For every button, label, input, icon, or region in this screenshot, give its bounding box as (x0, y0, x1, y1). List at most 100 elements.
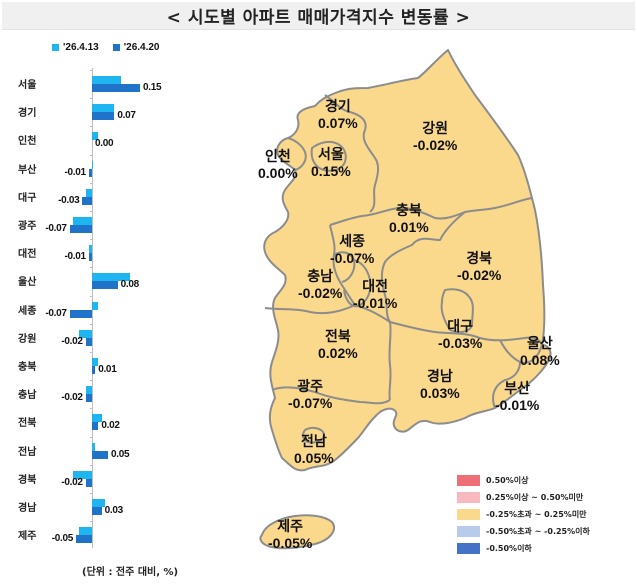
chart-row: 충북 0.01 (0, 354, 240, 382)
page-title: < 시도별 아파트 매매가격지수 변동률 > (2, 2, 635, 30)
region-label-jeonnam: 전남 0.05% (294, 433, 334, 466)
data-label: -0.01 (64, 166, 87, 178)
bar-curr (92, 112, 115, 121)
category-label: 경기 (18, 108, 37, 120)
data-label: -0.07 (45, 223, 67, 234)
bar-prev (92, 76, 121, 84)
data-label: -0.02 (61, 335, 83, 347)
legend-label-curr: '26.4.20 (123, 42, 160, 53)
bar-curr (88, 253, 92, 262)
bar-prev (92, 132, 99, 141)
region-label-gyeonggi: 경기 0.07% (318, 98, 358, 131)
region-label-ulsan: 울산 0.08% (520, 335, 560, 368)
region-label-jeonbuk: 전북 0.02% (318, 328, 358, 361)
category-label: 전남 (18, 446, 37, 458)
category-label: 전북 (18, 418, 37, 430)
chart-row: 전남 0.05 (0, 439, 240, 467)
chart-row: 광주 -0.07 (0, 213, 240, 241)
region-label-seoul: 서울 0.15% (311, 146, 351, 179)
bar-curr (92, 507, 102, 515)
chart-row: 강원 -0.02 (0, 326, 240, 354)
bar-prev (92, 104, 115, 113)
data-label: -0.05 (51, 533, 74, 545)
bar-prev (92, 160, 93, 169)
bar-prev (92, 442, 96, 451)
map-legend: 0.50%이상 0.25%이상 ~ 0.50%미만 -0.25%초과 ~ 0.2… (457, 472, 590, 557)
bar-curr (69, 309, 92, 318)
chart-row: 세종 -0.07 (0, 298, 240, 326)
bar-prev (92, 358, 99, 366)
data-label: -0.02 (61, 392, 83, 404)
legend-swatch-curr (112, 44, 120, 51)
legend-label-prev: '26.4.13 (63, 42, 99, 53)
region-label-gwangju: 광주 -0.07% (288, 378, 333, 411)
map-legend-item: 0.50%이상 (457, 472, 590, 489)
legend-item-prev: '26.4.13 (52, 42, 99, 53)
bar-curr (85, 394, 92, 403)
bar-prev (85, 188, 92, 197)
region-label-chungbuk: 충북 0.01% (389, 202, 429, 235)
map-legend-swatch (457, 509, 480, 520)
chart-row: 전북 0.02 (0, 410, 240, 438)
region-label-incheon: 인천 0.00% (258, 148, 298, 181)
chart-row: 경북 -0.02 (0, 467, 240, 495)
category-label: 대구 (18, 192, 37, 204)
axis-tick (90, 126, 93, 128)
category-label: 충북 (18, 362, 37, 373)
bar-curr (92, 281, 118, 290)
bar-curr (76, 535, 92, 544)
axis-tick (90, 352, 93, 353)
map-legend-swatch (457, 492, 480, 503)
bar-curr (92, 450, 108, 459)
axis-tick (90, 98, 93, 100)
category-label: 서울 (18, 80, 37, 91)
bar-prev (85, 386, 92, 395)
map-legend-swatch (457, 475, 480, 486)
bar-chart: 서울 0.15 경기 0.07 인천 0.00 부산 -0.01 대구 -0.03 광주 -0.07 대… (0, 60, 240, 555)
data-label: 0.15 (143, 82, 162, 93)
bar-prev (88, 245, 92, 254)
bar-curr (92, 366, 96, 374)
map-legend-item: -0.25%초과 ~ 0.25%미만 (457, 506, 590, 523)
category-label: 부산 (18, 164, 37, 176)
axis-tick (90, 211, 93, 212)
bar-prev (92, 273, 131, 282)
chart-row: 경기 0.07 (0, 100, 240, 128)
chart-row: 충남 -0.02 (0, 382, 240, 410)
data-label: 0.02 (101, 420, 120, 432)
data-label: 0.00 (95, 138, 114, 150)
chart-legend: '26.4.13 '26.4.20 (52, 42, 160, 53)
axis-tick (90, 182, 93, 184)
axis-tick (90, 464, 93, 466)
category-label: 세종 (18, 305, 37, 317)
data-label: -0.07 (45, 307, 67, 319)
data-label: 0.01 (98, 364, 117, 375)
bar-prev (79, 329, 92, 338)
chart-row: 울산 0.08 (0, 269, 240, 297)
bar-curr (69, 225, 92, 233)
data-label: 0.07 (117, 110, 136, 122)
map-shape (259, 49, 552, 550)
bar-prev (92, 499, 105, 507)
legend-swatch-prev (52, 44, 59, 51)
bar-prev (72, 217, 92, 225)
bar-curr (92, 84, 140, 92)
bar-curr (82, 196, 92, 205)
axis-tick (90, 239, 93, 241)
map-legend-item: -0.50%이하 (457, 540, 590, 557)
axis-tick (90, 380, 93, 382)
category-label: 충남 (18, 390, 37, 402)
data-label: 0.03 (104, 505, 124, 516)
axis-tick (90, 70, 93, 71)
korea-map: 경기 0.07% 강원 -0.02% 인천 0.00% 서울 0.15% 충북 … (250, 40, 637, 560)
bar-curr (88, 168, 92, 177)
chart-row: 부산 -0.01 (0, 157, 240, 185)
data-label: -0.02 (61, 476, 83, 488)
map-legend-item: -0.50%초과 ~ -0.25%이하 (457, 523, 590, 540)
axis-tick (90, 436, 93, 438)
data-label: -0.01 (64, 251, 87, 263)
region-label-daegu: 대구 -0.03% (438, 318, 483, 351)
bar-prev (79, 527, 92, 536)
chart-row: 대구 -0.03 (0, 185, 240, 213)
bar-prev (92, 414, 102, 423)
